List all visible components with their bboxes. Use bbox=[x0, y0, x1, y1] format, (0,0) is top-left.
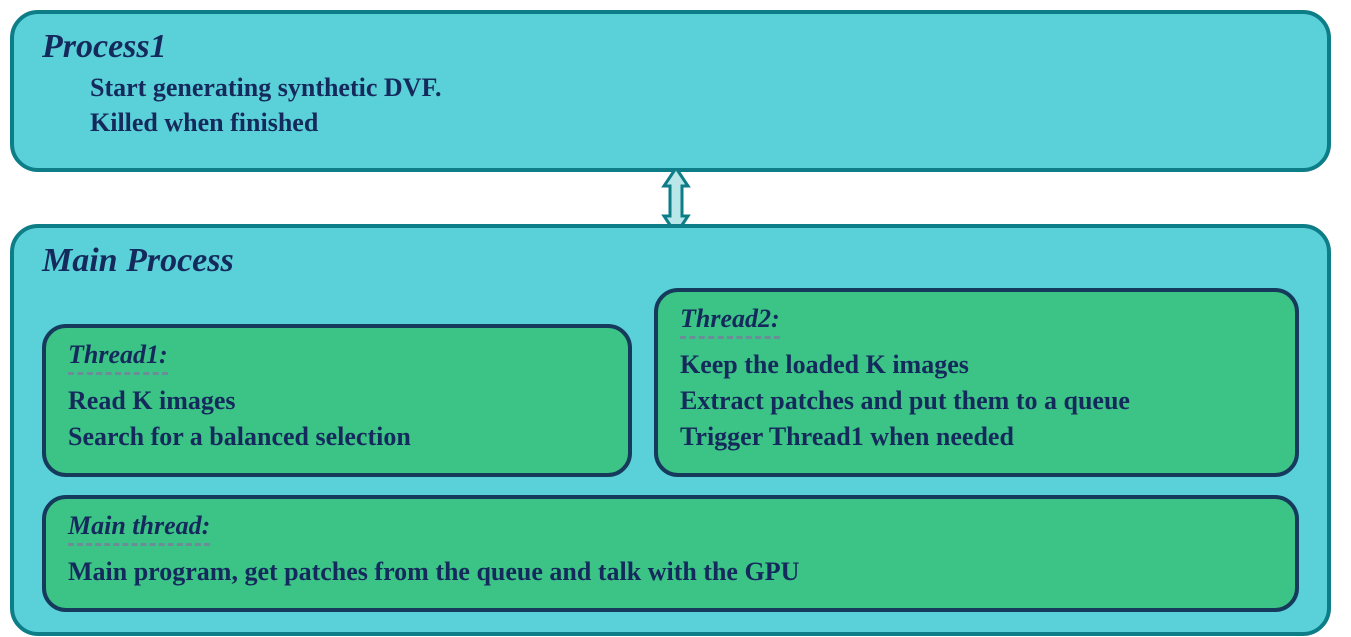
main-process-title: Main Process bbox=[42, 242, 1299, 280]
process1-body: Start generating synthetic DVF. Killed w… bbox=[90, 70, 1299, 140]
thread1-title: Thread1: bbox=[68, 340, 168, 375]
thread2-line1: Keep the loaded K images bbox=[680, 347, 1273, 383]
thread2-title: Thread2: bbox=[680, 304, 780, 339]
process1-title: Process1 bbox=[42, 28, 1299, 66]
main-thread-box: Main thread: Main program, get patches f… bbox=[42, 495, 1299, 612]
main-process-box: Main Process Thread1: Read K images Sear… bbox=[10, 224, 1331, 636]
thread-row: Thread1: Read K images Search for a bala… bbox=[42, 288, 1299, 477]
process1-box: Process1 Start generating synthetic DVF.… bbox=[10, 10, 1331, 172]
thread1-box: Thread1: Read K images Search for a bala… bbox=[42, 324, 632, 477]
main-thread-line1: Main program, get patches from the queue… bbox=[68, 554, 1273, 590]
process1-line2: Killed when finished bbox=[90, 105, 1299, 140]
thread2-box: Thread2: Keep the loaded K images Extrac… bbox=[654, 288, 1299, 477]
thread1-line2: Search for a balanced selection bbox=[68, 419, 606, 455]
main-thread-body: Main program, get patches from the queue… bbox=[68, 554, 1273, 590]
thread1-body: Read K images Search for a balanced sele… bbox=[68, 383, 606, 455]
thread1-line1: Read K images bbox=[68, 383, 606, 419]
thread2-body: Keep the loaded K images Extract patches… bbox=[680, 347, 1273, 455]
thread2-line2: Extract patches and put them to a queue bbox=[680, 383, 1273, 419]
thread2-line3: Trigger Thread1 when needed bbox=[680, 419, 1273, 455]
main-thread-title: Main thread: bbox=[68, 511, 210, 546]
process1-line1: Start generating synthetic DVF. bbox=[90, 70, 1299, 105]
